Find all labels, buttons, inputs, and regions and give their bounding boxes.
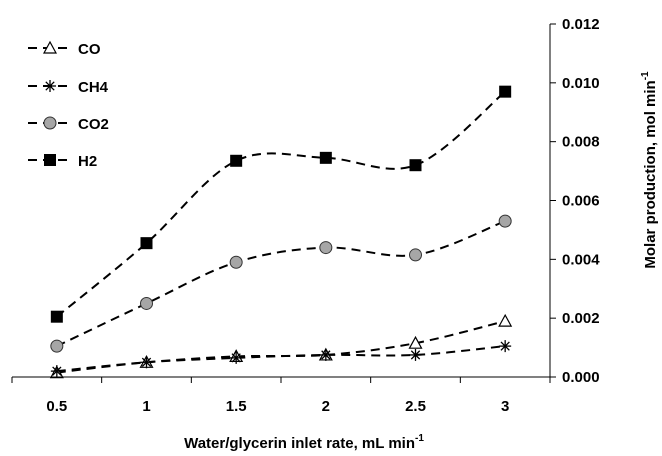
data-point-co2 <box>319 241 333 255</box>
marker-shape <box>408 335 423 349</box>
legend-item-co2: CO2 <box>28 116 109 133</box>
series-line-co2 <box>56 220 506 348</box>
marker-shape <box>499 85 512 98</box>
data-point-ch4 <box>499 340 512 353</box>
x-tick-label: 1 <box>142 398 150 415</box>
data-point-h2 <box>230 154 243 167</box>
legend-label-h2: H2 <box>78 153 97 170</box>
marker-shape <box>409 159 422 172</box>
marker-shape <box>498 313 513 327</box>
x-tick-label: 0.5 <box>46 398 67 415</box>
y-tick-label: 0.002 <box>562 310 600 327</box>
marker-shape <box>319 241 333 255</box>
legend-marker-h2 <box>44 154 56 166</box>
legend-label-co2: CO2 <box>78 116 109 133</box>
marker-shape <box>230 154 243 167</box>
legend-marker-co2 <box>43 116 57 130</box>
data-point-ch4 <box>409 348 422 361</box>
data-point-h2 <box>319 151 332 164</box>
marker-shape <box>498 214 512 228</box>
x-tick-label: 2.5 <box>405 398 426 415</box>
data-point-co2 <box>409 248 422 262</box>
marker-shape <box>43 116 57 130</box>
y-axis-title: Molar production, mol min-1 <box>640 71 659 269</box>
data-point-co2 <box>229 255 243 269</box>
series-lines <box>56 90 506 374</box>
marker-shape <box>50 310 63 323</box>
data-point-co2 <box>140 296 153 310</box>
data-point-co <box>408 335 423 349</box>
marker-shape <box>42 40 58 54</box>
axes: 0.5 1 1.5 2 2.5 3 0.000 0.002 0.004 0.006 0.008 0.0… <box>11 16 600 415</box>
legend-item-co: CO <box>28 40 101 58</box>
y-tick-label: 0.006 <box>562 193 600 210</box>
data-point-h2 <box>499 85 512 98</box>
data-point-co <box>498 313 513 327</box>
y-tick-label: 0.000 <box>562 369 600 386</box>
legend-label-co: CO <box>78 41 101 58</box>
legend-item-ch4: CH4 <box>28 79 109 96</box>
x-tick-label: 2 <box>322 398 330 415</box>
marker-shape <box>409 248 422 262</box>
legend-item-h2: H2 <box>28 153 97 170</box>
marker-shape <box>50 339 64 353</box>
marker-shape <box>44 154 56 166</box>
data-point-h2 <box>409 159 422 172</box>
marker-shape <box>229 255 243 269</box>
series-line-ch4 <box>56 345 506 373</box>
data-point-h2 <box>50 310 63 323</box>
marker-shape <box>140 237 153 250</box>
x-tick-label: 1.5 <box>226 398 247 415</box>
y-tick-label: 0.008 <box>562 134 600 151</box>
legend: CO CH4 CO2 H2 <box>28 40 109 170</box>
data-point-co2 <box>498 214 512 228</box>
data-point-co2 <box>50 339 64 353</box>
legend-label-ch4: CH4 <box>78 79 109 96</box>
marker-shape <box>319 151 332 164</box>
marker-shape <box>140 296 153 310</box>
legend-marker-ch4 <box>44 80 56 92</box>
series-markers <box>49 85 513 379</box>
data-point-ch4 <box>319 348 332 361</box>
y-tick-label: 0.012 <box>562 16 600 33</box>
data-point-ch4 <box>230 351 243 364</box>
y-tick-label: 0.004 <box>562 251 600 268</box>
series-line-h2 <box>56 90 506 318</box>
data-point-ch4 <box>50 365 63 378</box>
data-point-h2 <box>140 237 153 250</box>
x-axis-title: Water/glycerin inlet rate, mL min-1 <box>184 433 424 452</box>
legend-marker-co <box>42 40 58 54</box>
data-point-ch4 <box>140 356 153 369</box>
x-tick-label: 3 <box>501 398 509 415</box>
y-tick-label: 0.010 <box>562 75 600 92</box>
